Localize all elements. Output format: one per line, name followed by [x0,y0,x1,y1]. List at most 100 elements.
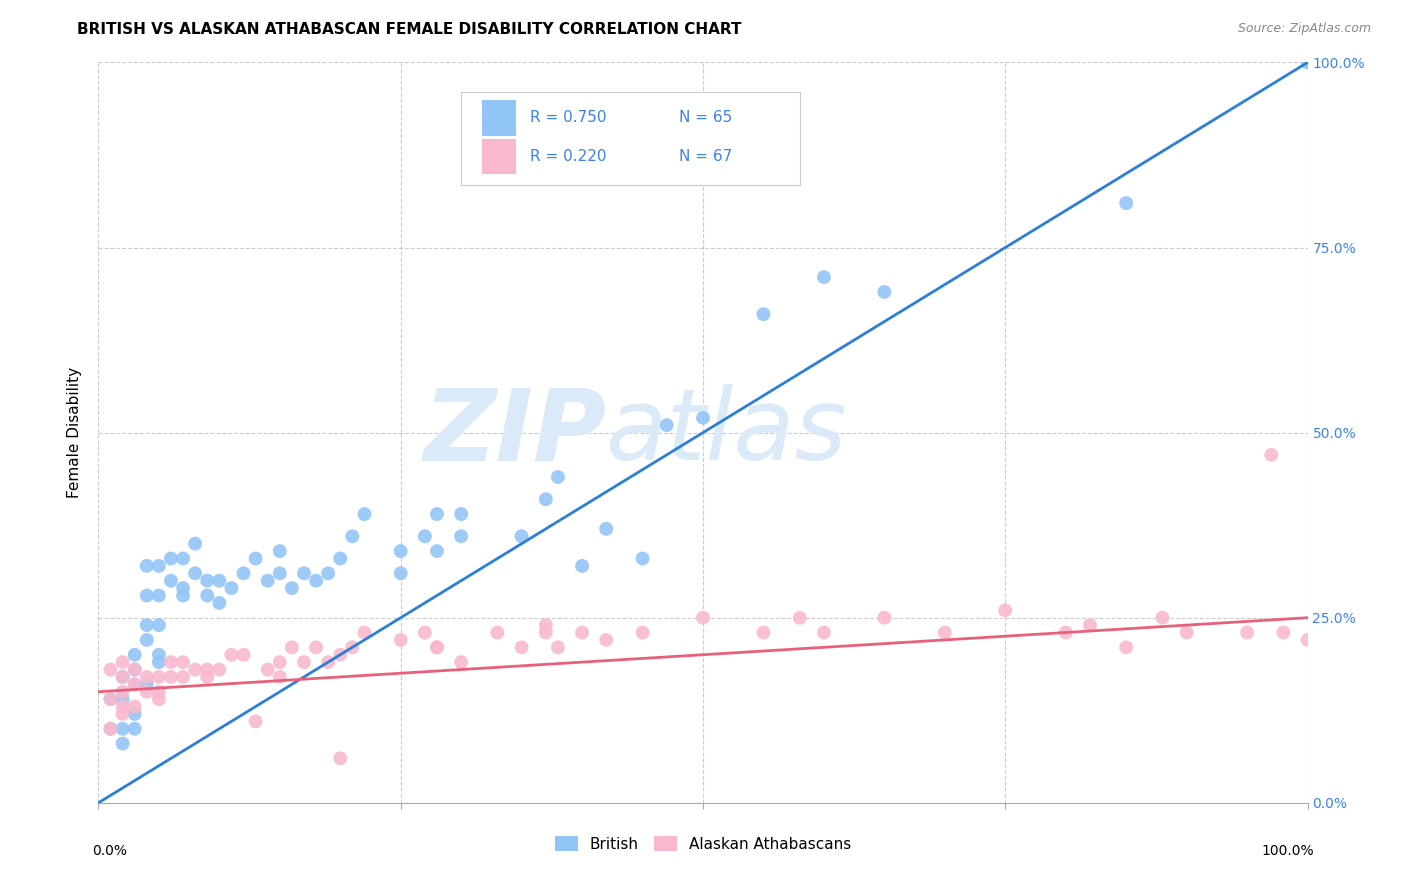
Point [873,610,896,624]
Point [329,751,352,765]
Text: N = 67: N = 67 [679,149,733,164]
Point [269,544,291,558]
Point [148,648,170,662]
FancyBboxPatch shape [461,92,800,185]
Point [353,625,375,640]
Point [752,307,775,321]
Point [135,670,157,684]
Point [413,529,436,543]
Point [595,632,617,647]
Point [100,692,122,706]
Point [342,640,364,655]
Point [221,581,243,595]
Point [148,685,170,699]
Point [124,648,146,662]
Point [245,714,267,729]
Point [135,589,157,603]
Point [1296,55,1319,70]
Point [486,625,509,640]
Point [692,410,714,425]
Y-axis label: Female Disability: Female Disability [67,367,83,499]
Point [135,685,157,699]
Point [100,663,122,677]
Point [631,551,654,566]
Point [934,625,956,640]
Point [148,670,170,684]
Text: R = 0.750: R = 0.750 [530,111,606,126]
Point [1115,640,1137,655]
Point [813,625,835,640]
Point [426,544,449,558]
Point [208,663,231,677]
Point [245,551,267,566]
Point [160,655,183,669]
Point [195,574,218,588]
Point [752,625,775,640]
Text: N = 65: N = 65 [679,111,733,126]
Point [124,677,146,691]
Point [1152,610,1174,624]
Point [342,529,364,543]
Point [148,589,170,603]
Point [873,285,896,299]
Point [305,640,328,655]
Point [111,670,134,684]
Point [100,722,122,736]
Point [281,640,304,655]
Point [269,566,291,581]
Point [172,589,194,603]
Point [450,529,472,543]
Point [148,618,170,632]
Point [172,655,194,669]
Text: 100.0%: 100.0% [1261,844,1313,857]
Point [389,544,412,558]
Point [655,418,678,433]
Point [595,522,617,536]
Point [389,566,412,581]
Point [510,529,533,543]
Point [111,692,134,706]
Point [292,655,315,669]
Point [100,692,122,706]
Point [329,648,352,662]
Point [221,648,243,662]
Point [135,618,157,632]
Point [111,706,134,721]
Point [111,655,134,669]
Point [124,677,146,691]
Point [111,722,134,736]
Point [789,610,811,624]
Point [269,655,291,669]
Point [316,566,339,581]
Point [534,492,557,507]
Point [124,706,146,721]
Point [184,536,207,550]
Point [329,551,352,566]
Point [571,558,593,573]
Point [1115,196,1137,211]
Point [353,507,375,521]
Point [1054,625,1077,640]
Point [426,640,449,655]
Point [124,663,146,677]
Point [534,618,557,632]
Point [389,632,412,647]
Point [148,655,170,669]
Point [692,610,714,624]
Point [111,699,134,714]
Point [232,648,254,662]
Point [1296,632,1319,647]
Point [316,655,339,669]
Point [281,581,304,595]
Point [124,663,146,677]
Point [1175,625,1198,640]
Point [426,507,449,521]
FancyBboxPatch shape [482,100,516,136]
Point [148,558,170,573]
Point [510,640,533,655]
Point [631,625,654,640]
Point [426,640,449,655]
Text: R = 0.220: R = 0.220 [530,149,606,164]
Text: ZIP: ZIP [423,384,606,481]
Point [124,699,146,714]
